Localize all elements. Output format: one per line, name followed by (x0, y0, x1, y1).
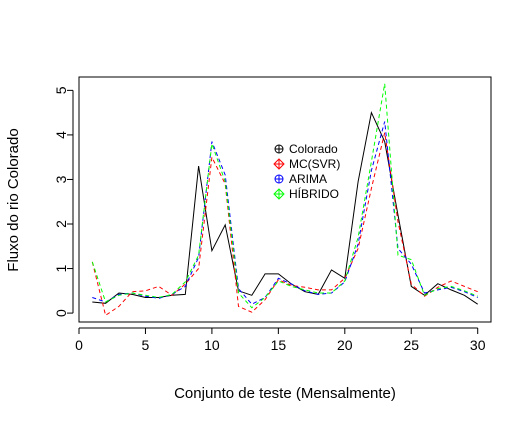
series-line-2 (91, 132, 478, 317)
series-layer (91, 83, 478, 317)
x-tick-label: 10 (204, 337, 220, 353)
legend-label: HÍBRIDO (289, 186, 339, 201)
x-tick-label: 30 (470, 337, 486, 353)
legend-item-3: ARIMA (274, 172, 327, 186)
series-line-1 (92, 110, 478, 305)
legend-label: Colorado (289, 142, 338, 156)
y-axis: 0 1 2 3 4 5 (53, 86, 74, 317)
legend-symbol (274, 174, 284, 184)
y-tick-label: 4 (53, 131, 69, 139)
legend-item-1: Colorado (274, 142, 338, 156)
x-axis: 0 5 10 15 20 25 30 (75, 327, 486, 353)
legend-symbol (273, 188, 285, 200)
y-tick-label: 3 (53, 175, 69, 183)
x-tick-label: 20 (337, 337, 353, 353)
y-tick-label: 0 (53, 309, 69, 317)
x-tick-label: 5 (142, 337, 150, 353)
y-axis-title: Fluxo do rio Colorado (5, 128, 22, 271)
x-tick-label: 0 (75, 337, 83, 353)
y-tick-label: 1 (53, 264, 69, 272)
x-tick-label: 25 (403, 337, 419, 353)
legend-item-2: MC(SVR) (273, 157, 340, 171)
y-tick-label: 5 (53, 86, 69, 94)
series-line-3 (92, 121, 478, 305)
legend-item-4: HÍBRIDO (273, 186, 339, 201)
legend-symbol (274, 144, 284, 154)
legend-label: ARIMA (289, 172, 327, 186)
x-axis-title: Conjunto de teste (Mensalmente) (174, 385, 396, 402)
legend-symbol (273, 158, 285, 170)
plot-frame (78, 76, 492, 323)
series-line-4 (91, 83, 478, 309)
y-tick-label: 2 (53, 220, 69, 228)
legend-label: MC(SVR) (289, 157, 340, 171)
x-tick-label: 15 (271, 337, 287, 353)
